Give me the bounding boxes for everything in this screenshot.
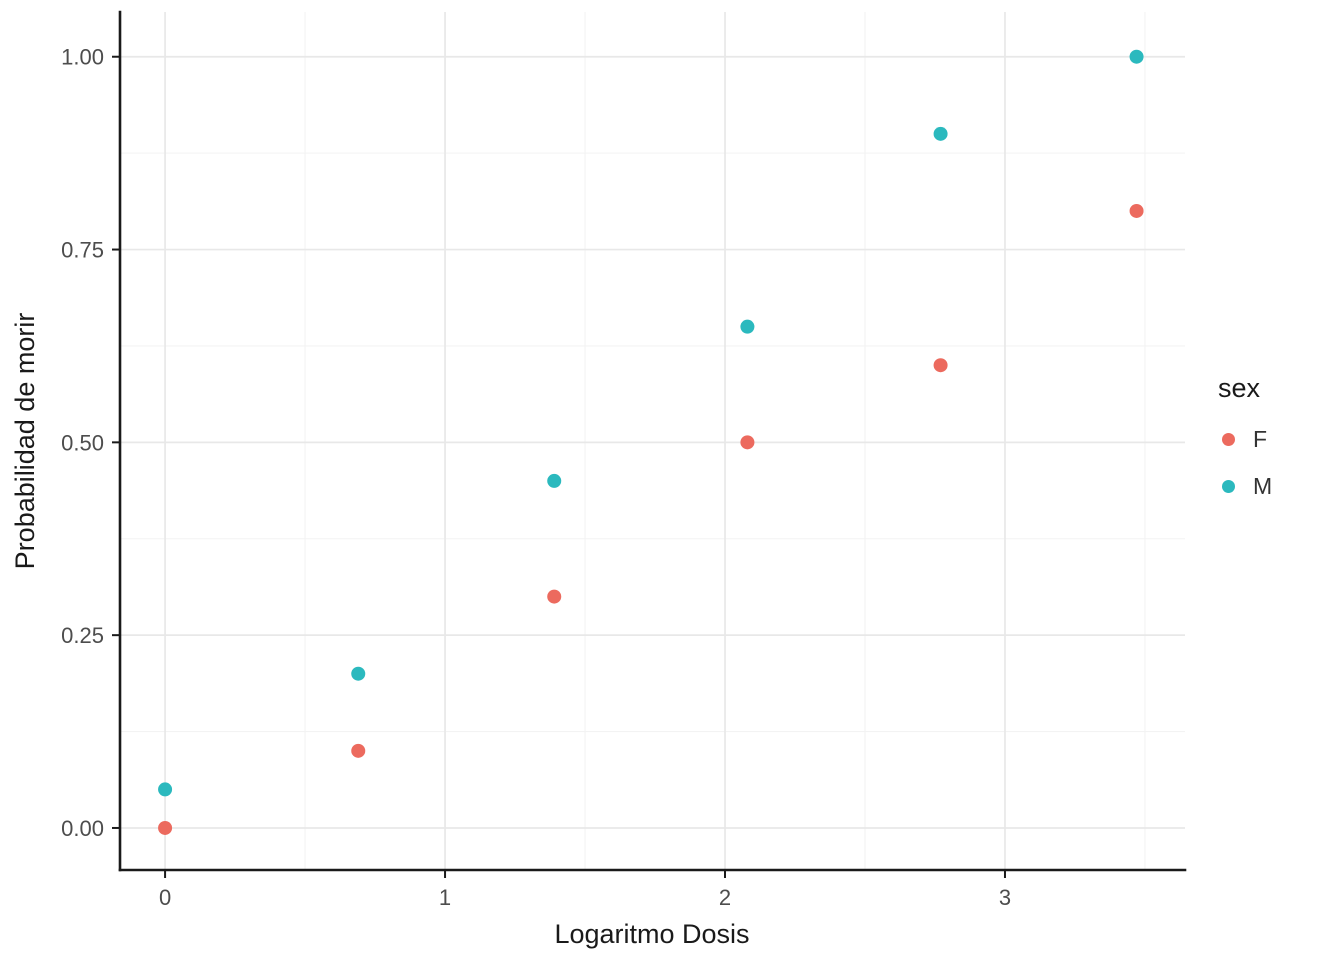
y-tick-label: 0.75 [61,238,104,263]
data-points [158,49,1144,835]
legend-key-f-icon [1222,433,1235,446]
y-tick-label: 0.25 [61,623,104,648]
data-point-f [933,358,948,373]
x-tick-label: 3 [999,885,1011,910]
data-point-f [158,820,173,835]
legend: sex F M [1218,372,1338,510]
data-point-f [1129,203,1144,218]
legend-title: sex [1218,373,1261,403]
axes [112,10,1187,878]
y-tick-label: 0.50 [61,430,104,455]
x-tick-label: 2 [719,885,731,910]
x-axis-title: Logaritmo Dosis [554,919,749,949]
data-point-m [547,473,562,488]
x-tick-label: 1 [439,885,451,910]
y-tick-label: 1.00 [61,45,104,70]
data-point-m [351,666,366,681]
data-point-m [158,782,173,797]
y-axis-title: Probabilidad de morir [10,313,40,570]
gridlines-minor [120,12,1185,870]
tick-labels: 0 1 2 3 0.00 0.25 0.50 0.75 1.00 [61,45,1011,910]
legend-key-m-icon [1222,480,1235,493]
data-point-f [740,435,755,450]
data-point-f [351,743,366,758]
legend-item-m: M [1218,463,1338,510]
data-point-m [933,126,948,141]
data-point-f [547,589,562,604]
legend-label-f: F [1253,426,1268,452]
gridlines-major [120,12,1185,870]
y-tick-label: 0.00 [61,816,104,841]
legend-item-f: F [1218,416,1338,463]
data-point-m [740,319,755,334]
data-point-m [1129,49,1144,64]
legend-label-m: M [1253,473,1273,499]
x-tick-label: 0 [159,885,171,910]
